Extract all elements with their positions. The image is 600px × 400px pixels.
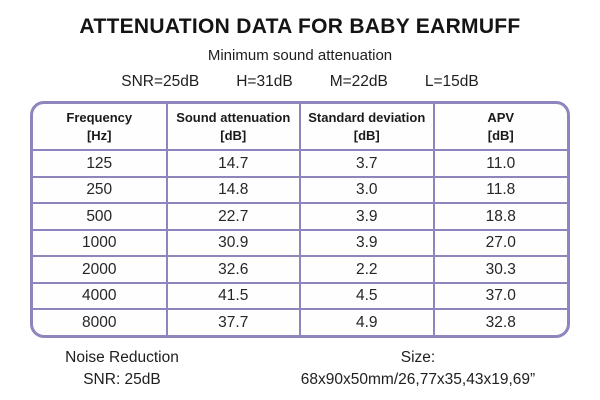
cell-sound-attenuation: 32.6: [165, 255, 301, 284]
cell-frequency: 2000: [33, 255, 168, 284]
page-title: ATTENUATION DATA FOR BABY EARMUFF: [79, 15, 521, 38]
table-body: 125 14.7 3.7 11.0 250 14.8 3.0 11.8 500 …: [33, 149, 567, 335]
noise-reduction-label: Noise Reduction: [65, 348, 179, 366]
col-header-label: APV: [487, 110, 515, 125]
summary-m-value: M=22dB: [329, 73, 388, 90]
table-header-row: Frequency [Hz] Sound attenuation [dB] St…: [33, 104, 567, 152]
summary-h-value: H=31dB: [236, 73, 293, 90]
attenuation-data-grid: Frequency [Hz] Sound attenuation [dB] St…: [33, 104, 567, 335]
cell-sound-attenuation: 41.5: [165, 281, 301, 311]
col-header-sound-attenuation: Sound attenuation [dB]: [165, 104, 301, 152]
col-header-label: Standard deviation: [308, 110, 426, 125]
cell-standard-deviation: 3.7: [299, 149, 435, 178]
cell-frequency: 500: [33, 202, 168, 231]
cell-standard-deviation: 4.5: [299, 281, 435, 311]
table-row: 500 22.7 3.9 18.8: [33, 202, 567, 231]
size-block: Size: 68x90x50mm/26,77x35,43x19,69”: [244, 347, 600, 391]
col-header-unit: [Hz]: [86, 127, 112, 143]
cell-sound-attenuation: 22.7: [165, 202, 301, 231]
size-label: Size:: [400, 348, 436, 366]
col-header-unit: [dB]: [487, 127, 514, 143]
col-header-apv: APV [dB]: [432, 104, 567, 152]
col-header-label: Frequency: [66, 110, 133, 125]
col-header-unit: [dB]: [353, 127, 380, 143]
attenuation-summary-line: SNR=25dB H=31dB M=22dB L=15dB: [0, 73, 600, 91]
table-row: 250 14.8 3.0 11.8: [33, 175, 567, 205]
cell-apv: 32.8: [432, 308, 567, 335]
table-row: 8000 37.7 4.9 32.8: [33, 308, 567, 335]
size-value: 68x90x50mm/26,77x35,43x19,69”: [300, 370, 536, 388]
attenuation-table: Frequency [Hz] Sound attenuation [dB] St…: [30, 101, 570, 338]
col-header-label: Sound attenuation: [176, 110, 291, 125]
cell-standard-deviation: 3.9: [299, 228, 435, 258]
cell-standard-deviation: 3.0: [299, 175, 435, 205]
noise-reduction-block: Noise Reduction SNR: 25dB: [0, 347, 244, 391]
col-header-unit: [dB]: [220, 127, 247, 143]
cell-apv: 27.0: [432, 228, 567, 258]
cell-frequency: 1000: [33, 228, 168, 258]
table-row: 2000 32.6 2.2 30.3: [33, 255, 567, 284]
cell-standard-deviation: 3.9: [299, 202, 435, 231]
noise-reduction-value: SNR: 25dB: [83, 370, 161, 388]
cell-sound-attenuation: 14.7: [165, 149, 301, 178]
table-row: 4000 41.5 4.5 37.0: [33, 281, 567, 311]
cell-apv: 18.8: [432, 202, 567, 231]
cell-standard-deviation: 2.2: [299, 255, 435, 284]
col-header-standard-deviation: Standard deviation [dB]: [299, 104, 435, 152]
cell-sound-attenuation: 30.9: [165, 228, 301, 258]
cell-frequency: 8000: [33, 308, 168, 335]
attenuation-infographic: ATTENUATION DATA FOR BABY EARMUFF Minimu…: [0, 15, 600, 400]
summary-snr-value: SNR=25dB: [121, 73, 200, 90]
summary-l-value: L=15dB: [424, 73, 479, 90]
table-row: 125 14.7 3.7 11.0: [33, 149, 567, 178]
cell-apv: 11.0: [432, 149, 567, 178]
cell-sound-attenuation: 14.8: [165, 175, 301, 205]
cell-frequency: 4000: [33, 281, 168, 311]
cell-frequency: 125: [33, 149, 168, 178]
footer: Noise Reduction SNR: 25dB Size: 68x90x50…: [0, 347, 600, 391]
cell-sound-attenuation: 37.7: [165, 308, 301, 335]
page-subtitle: Minimum sound attenuation: [207, 47, 393, 64]
cell-standard-deviation: 4.9: [299, 308, 435, 335]
cell-apv: 30.3: [432, 255, 567, 284]
cell-apv: 37.0: [432, 281, 567, 311]
table-row: 1000 30.9 3.9 27.0: [33, 228, 567, 258]
cell-frequency: 250: [33, 175, 168, 205]
col-header-frequency: Frequency [Hz]: [33, 104, 168, 152]
table-header: Frequency [Hz] Sound attenuation [dB] St…: [33, 104, 567, 152]
cell-apv: 11.8: [432, 175, 567, 205]
